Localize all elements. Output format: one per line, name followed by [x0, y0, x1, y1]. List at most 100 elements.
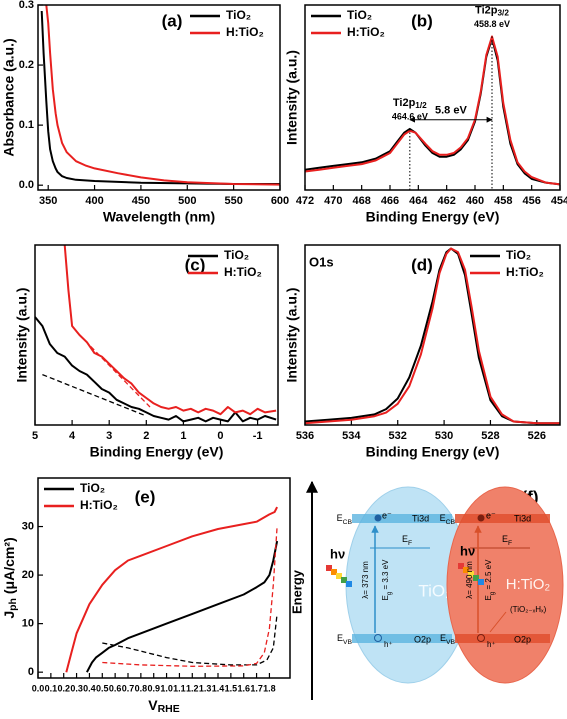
x-tick-label: 532	[389, 430, 407, 442]
x-tick-label: 400	[85, 195, 103, 207]
electron-label: e⁻	[486, 510, 496, 520]
x-tick-label: 0.8	[135, 683, 148, 693]
x-tick-label: 0.7	[122, 683, 135, 693]
text-part: E	[440, 513, 446, 523]
x-tick-label: 600	[271, 195, 289, 207]
x-tick-label: 350	[39, 195, 57, 207]
x-tick-label: 468	[352, 195, 370, 207]
x-tick-label: 462	[437, 195, 455, 207]
x-tick-label: 528	[481, 430, 499, 442]
legend-label: TiO₂	[224, 248, 249, 262]
y-axis-label: Absorbance (a.u.)	[1, 38, 17, 156]
midgap: (TiO₂₋ₓHₓ)	[510, 605, 547, 614]
x-tick-label: 1.0	[160, 683, 173, 693]
evb: EVB	[440, 633, 456, 645]
legend-label: TiO₂	[347, 8, 372, 22]
text-part: Ti2p	[475, 4, 498, 16]
peak-name: Ti2p1/2	[393, 97, 427, 110]
x-tick-label: 2	[143, 430, 149, 442]
x-tick-label: 470	[324, 195, 342, 207]
x-tick-label: 450	[132, 195, 150, 207]
x-tick-label: 0.3	[70, 683, 83, 693]
x-tick-label: 1.6	[237, 683, 250, 693]
x-tick-label: 0.6	[109, 683, 122, 693]
legend-label: H:TiO₂	[506, 265, 544, 279]
hole	[374, 634, 382, 642]
text-part: E	[402, 534, 408, 544]
y-tick-label: 0.1	[19, 119, 34, 131]
x-tick-label: 1.1	[173, 683, 186, 693]
plot-frame	[37, 4, 281, 191]
fit-line	[79, 334, 151, 408]
series-line	[40, 10, 280, 185]
hole-label: h⁺	[384, 640, 393, 649]
text-part: Ti2p	[393, 97, 416, 109]
text-part: F	[508, 540, 512, 547]
text-part: E	[381, 595, 390, 600]
x-tick-label: 464	[409, 195, 428, 207]
panel: 0.0 0.1 0.2 0.3 0.4 0.5 0.6 0.7 0.8 0.9 1.0 1.1 1.2 1…	[1, 477, 291, 715]
text-part: VB	[343, 639, 353, 646]
x-tick-label: 5	[32, 430, 38, 442]
prism	[326, 565, 352, 587]
legend-label: H:TiO₂	[347, 25, 385, 39]
series-line	[304, 247, 560, 425]
ef: EF	[502, 534, 512, 546]
x-tick-label: 526	[528, 430, 546, 442]
cb-band	[455, 514, 550, 523]
peak-name: Ti2p3/2	[475, 4, 509, 17]
photon: hν	[330, 546, 345, 561]
gap: Eg = 2.5 eV	[484, 559, 495, 601]
ef: EF	[402, 534, 412, 546]
x-axis-label: Wavelength (nm)	[103, 209, 215, 225]
y-axis-label: Intensity (a.u.)	[14, 288, 30, 383]
x-tick-label: 0.0	[32, 683, 45, 693]
legend-label: TiO₂	[80, 481, 105, 495]
text-part: g	[387, 592, 393, 595]
panel-label: (e)	[135, 487, 156, 506]
text-part: E	[440, 633, 446, 643]
x-tick-label: 550	[224, 195, 242, 207]
peak-label: 458.8 eV	[474, 19, 510, 29]
text-part: 3/2	[497, 9, 509, 18]
x-tick-label: 1.7	[250, 683, 263, 693]
x-tick-label: 500	[178, 195, 196, 207]
hole	[477, 634, 485, 642]
x-tick-label: 1.8	[263, 683, 276, 693]
x-tick-label: 0.4	[83, 683, 96, 693]
series-line	[304, 35, 561, 186]
cb-band	[352, 514, 452, 523]
x-axis-label: Binding Energy (eV)	[366, 209, 500, 225]
hole-label: h⁺	[487, 640, 496, 649]
text-part: 1/2	[415, 101, 427, 110]
text-part: E	[337, 513, 343, 523]
panel: 350 400 450 500 550 600 0.0 0.1 0.2 0.3 Wavelength…	[1, 0, 289, 225]
vb-state: O2p	[514, 634, 531, 644]
vb-band	[352, 634, 452, 643]
prism	[458, 563, 484, 585]
x-tick-label: 454	[551, 195, 567, 207]
annotation: O1s	[309, 254, 334, 269]
x-tick-label: 1.5	[225, 683, 238, 693]
plot-frame	[304, 4, 561, 191]
plot-frame	[34, 244, 279, 426]
cb-state: Ti3d	[514, 513, 531, 523]
text-part: VB	[446, 639, 456, 646]
fit-line	[42, 373, 147, 417]
panel-label: (b)	[411, 11, 433, 30]
fit-line	[102, 526, 278, 667]
text-part: E	[337, 633, 343, 643]
series-line	[34, 316, 277, 423]
fit-line	[102, 613, 278, 666]
wavelength: λ= 373 nm	[361, 561, 370, 599]
y-axis-label: Jph (μA/cm²)	[1, 537, 19, 618]
text-part: E	[502, 534, 508, 544]
series-line	[304, 247, 560, 425]
x-tick-label: 460	[466, 195, 484, 207]
text-part: J	[1, 611, 17, 619]
x-tick-label: -1	[253, 430, 263, 442]
x-tick-label: 3	[106, 430, 112, 442]
y-axis-label: Intensity (a.u.)	[284, 288, 300, 383]
electron	[374, 514, 382, 522]
evb: EVB	[337, 633, 353, 645]
